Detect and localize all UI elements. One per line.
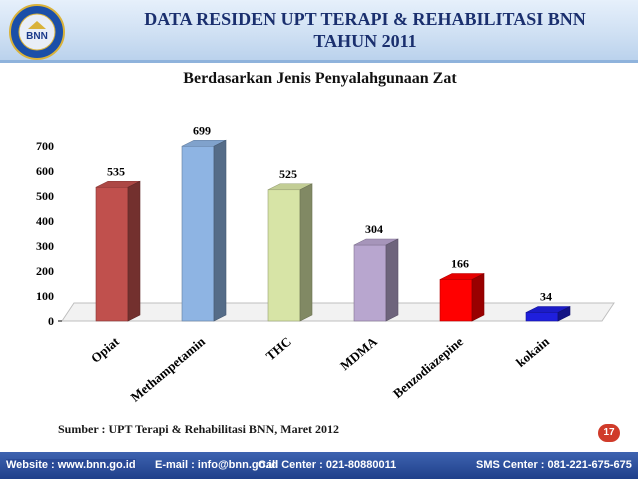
data-label-methampetamin: 699 <box>193 123 211 137</box>
y-tick-label: 600 <box>36 164 54 178</box>
footer-website[interactable]: Website : www.bnn.go.id <box>6 459 136 471</box>
data-label-opiat: 535 <box>107 164 125 178</box>
data-label-benzodiazepine: 166 <box>451 257 469 271</box>
bar-side-kokain <box>557 306 571 322</box>
bar-side-benzodiazepine <box>471 273 485 322</box>
y-tick-label: 400 <box>36 214 54 228</box>
bar-side-opiat <box>127 180 141 322</box>
x-tick-label-thc: THC <box>263 334 294 364</box>
y-tick-label: 0 <box>48 314 54 328</box>
x-tick-label-methampetamin: Methampetamin <box>127 333 208 404</box>
footer-call-center: Call Center : 021-80880011 <box>258 459 397 471</box>
data-label-mdma: 304 <box>365 222 383 236</box>
bar-side-thc <box>299 183 313 322</box>
page-title: DATA RESIDEN UPT TERAPI & REHABILITASI B… <box>100 8 630 52</box>
bar-side-methampetamin <box>213 139 227 322</box>
footer-bar: Website : www.bnn.go.id E-mail : info@bn… <box>0 452 638 479</box>
y-tick-label: 300 <box>36 239 54 253</box>
bar-methampetamin <box>181 145 215 322</box>
bnn-logo-icon: BNN <box>9 4 65 60</box>
page-number-badge: 17 <box>598 424 620 442</box>
x-tick-label-kokain: kokain <box>513 333 553 370</box>
y-tick-label: 100 <box>36 289 54 303</box>
data-label-thc: 525 <box>279 167 297 181</box>
chart-title: Berdasarkan Jenis Penyalahgunaan Zat <box>183 70 457 87</box>
bar-kokain <box>525 312 559 322</box>
bar-side-mdma <box>385 238 399 322</box>
y-tick-label: 200 <box>36 264 54 278</box>
bar-mdma <box>353 244 387 322</box>
title-line-1: DATA RESIDEN UPT TERAPI & REHABILITASI B… <box>144 9 586 29</box>
bar-opiat <box>95 186 129 322</box>
bar-benzodiazepine <box>439 279 473 322</box>
bar-thc <box>267 189 301 322</box>
y-tick-label: 700 <box>36 139 54 153</box>
x-tick-label-benzodiazepine: Benzodiazepine <box>390 334 466 401</box>
title-line-2: TAHUN 2011 <box>313 31 417 51</box>
bar-chart: 0 100 200 300 400 500 600 700 535 Opiat 699 Methamp… <box>36 123 615 405</box>
x-tick-label-mdma: MDMA <box>337 333 380 373</box>
source-note: Sumber : UPT Terapi & Rehabilitasi BNN, … <box>58 422 340 436</box>
footer-sms-center: SMS Center : 081-221-675-675 <box>476 459 632 471</box>
y-tick-label: 500 <box>36 189 54 203</box>
logo-text: BNN <box>26 31 48 42</box>
header-divider <box>0 60 638 63</box>
footer-email[interactable]: E-mail : info@bnn.go.id <box>155 459 279 471</box>
data-label-kokain: 34 <box>540 290 552 304</box>
header <box>0 0 638 62</box>
x-tick-label-opiat: Opiat <box>88 333 123 365</box>
